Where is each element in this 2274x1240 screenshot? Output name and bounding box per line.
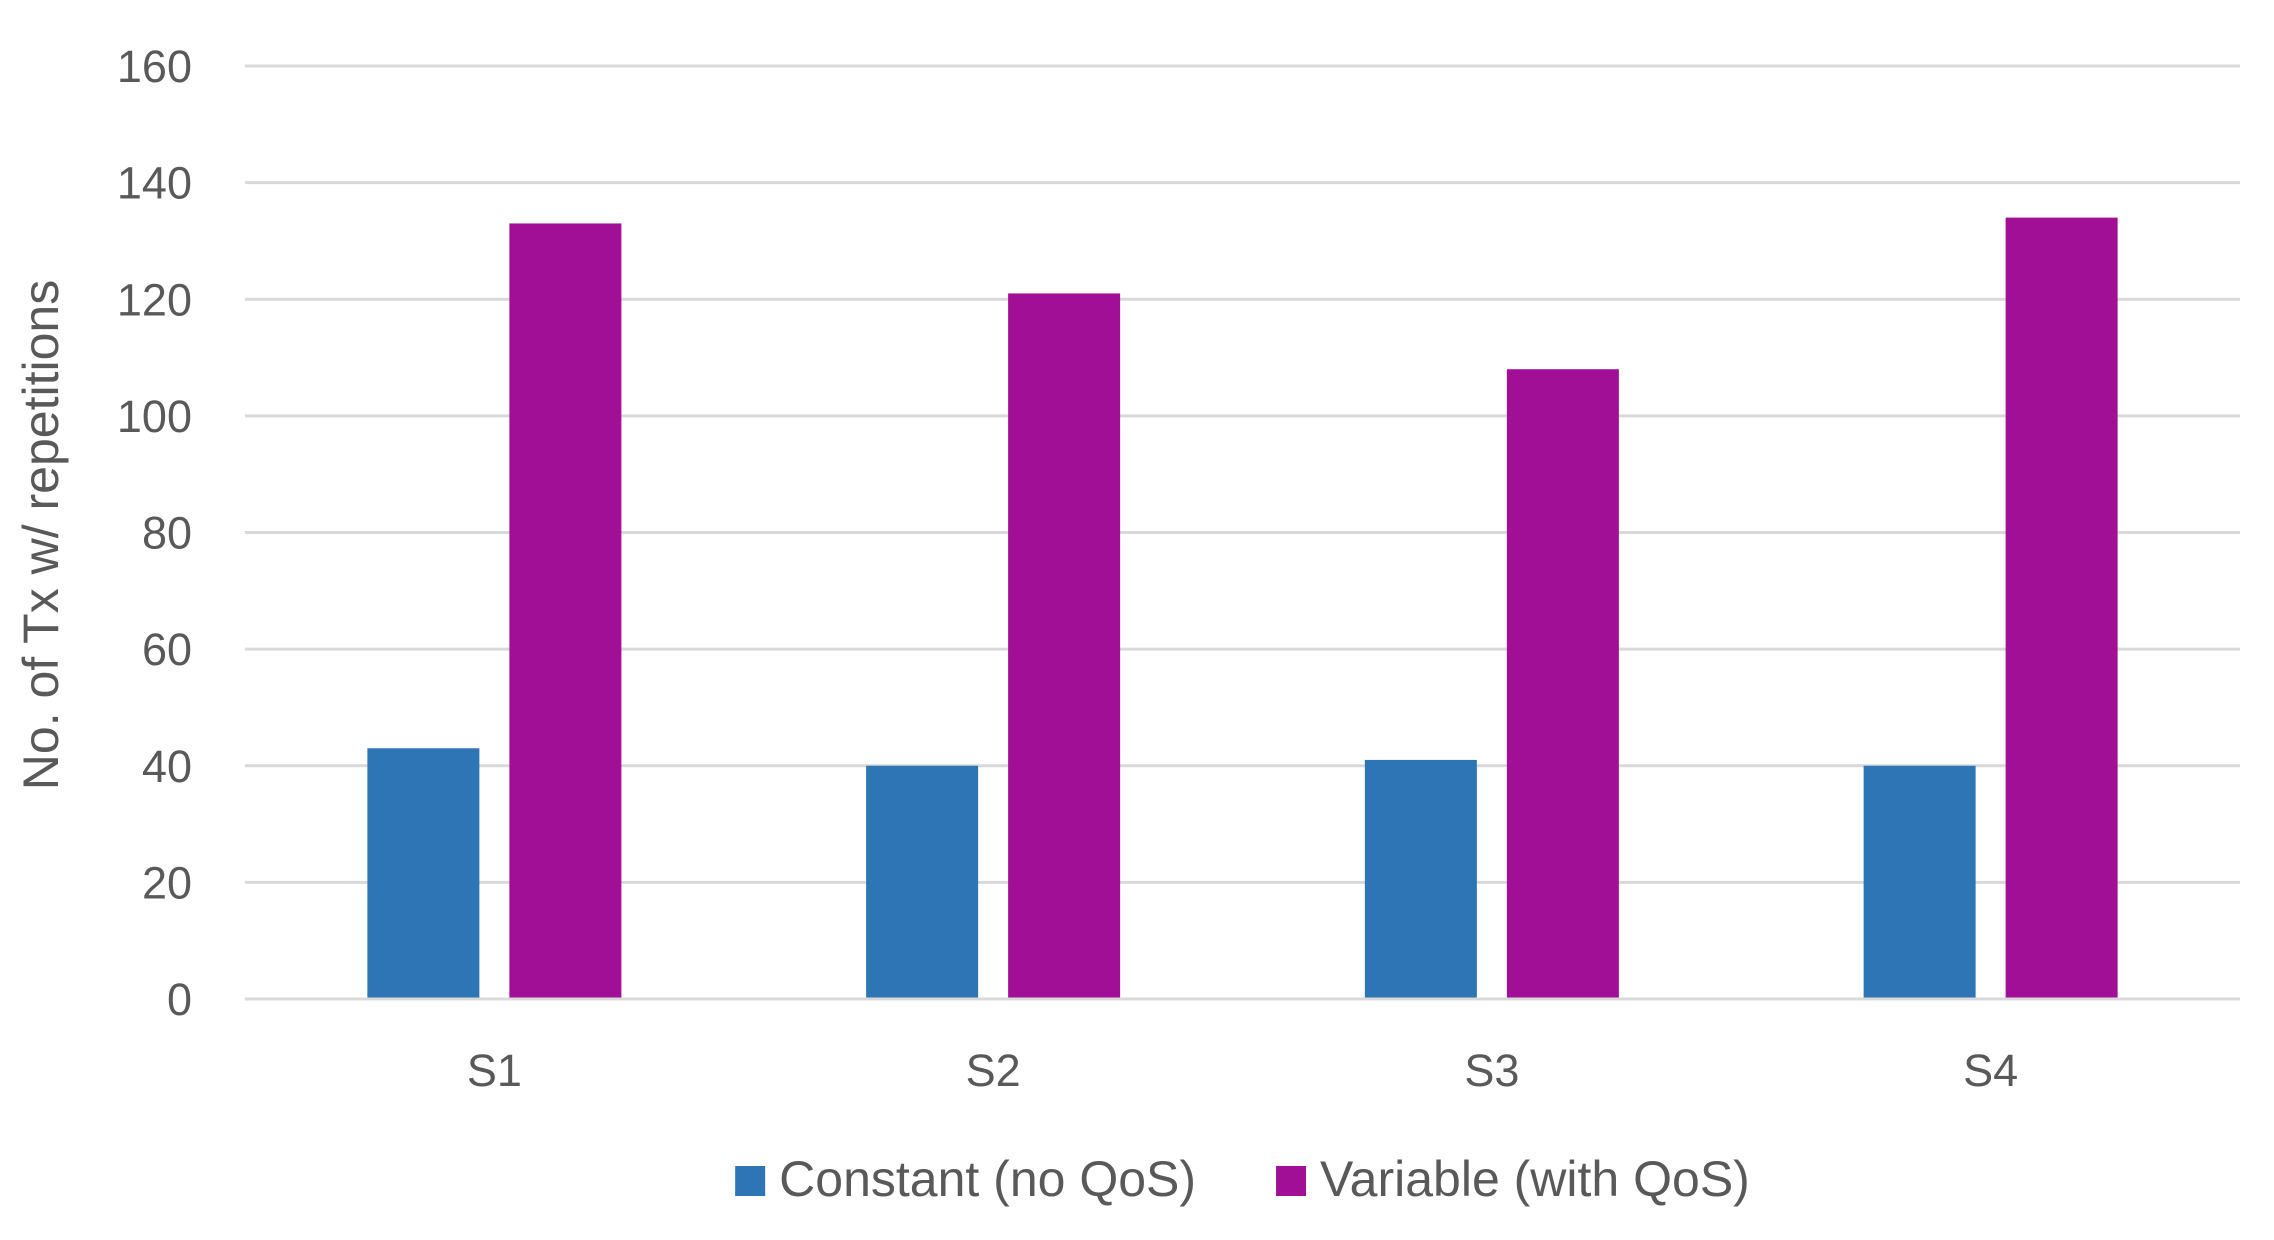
x-tick-label: S1 — [467, 1045, 522, 1096]
y-tick-label: 0 — [167, 974, 192, 1025]
x-tick-label: S2 — [966, 1045, 1021, 1096]
bar-constant-no-qos-s2 — [866, 765, 979, 999]
y-tick-label: 140 — [117, 158, 192, 209]
axes: 0 20 40 60 80 100 120 140 160 S1 S2 S3 S4 — [117, 41, 2240, 1096]
bar-variable-with-qos-s2 — [1008, 293, 1121, 999]
y-axis-title: No. of Tx w/ repetitions — [13, 280, 69, 790]
legend-label: Constant (no QoS) — [779, 1151, 1196, 1207]
legend-swatch — [735, 1166, 766, 1196]
bar-variable-with-qos-s1 — [509, 223, 622, 1000]
legend-swatch — [1276, 1166, 1307, 1196]
bar-constant-no-qos-s3 — [1364, 759, 1477, 999]
bar-constant-no-qos-s1 — [367, 748, 480, 999]
x-tick-label: S4 — [1963, 1045, 2018, 1096]
y-tick-label: 40 — [142, 741, 192, 792]
y-tick-label: 60 — [142, 624, 192, 675]
legend: Constant (no QoS) Variable (with QoS) — [735, 1151, 1750, 1207]
y-tick-label: 20 — [142, 857, 192, 908]
legend-item: Variable (with QoS) — [1276, 1151, 1750, 1207]
bar-variable-with-qos-s3 — [1506, 369, 1619, 1000]
legend-label: Variable (with QoS) — [1320, 1151, 1750, 1207]
bar-variable-with-qos-s4 — [2005, 217, 2118, 1000]
y-tick-label: 100 — [117, 391, 192, 442]
legend-item: Constant (no QoS) — [735, 1151, 1196, 1207]
y-tick-label: 120 — [117, 274, 192, 325]
bar-constant-no-qos-s4 — [1863, 765, 1976, 999]
x-tick-label: S3 — [1464, 1045, 1519, 1096]
bars — [367, 217, 2118, 1000]
y-tick-label: 160 — [117, 41, 192, 92]
y-tick-label: 80 — [142, 508, 192, 559]
